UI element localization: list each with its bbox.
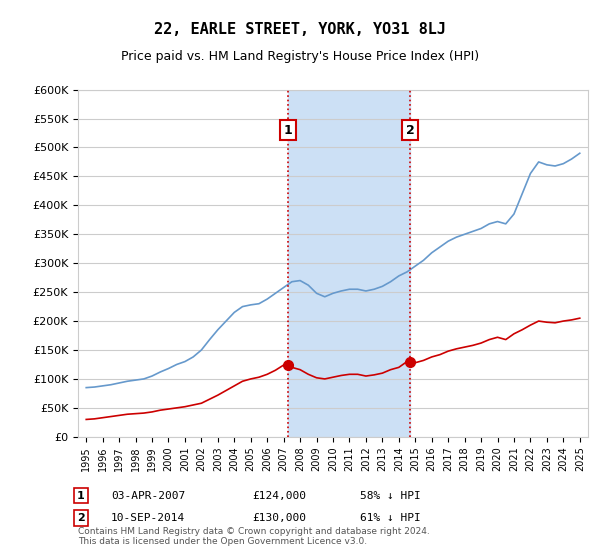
Text: 2: 2 [77, 513, 85, 523]
Text: 03-APR-2007: 03-APR-2007 [111, 491, 185, 501]
Text: 10-SEP-2014: 10-SEP-2014 [111, 513, 185, 523]
Bar [288, 90, 410, 437]
Text: 58% ↓ HPI: 58% ↓ HPI [360, 491, 421, 501]
Text: 22, EARLE STREET, YORK, YO31 8LJ: 22, EARLE STREET, YORK, YO31 8LJ [154, 22, 446, 38]
Text: 2: 2 [406, 124, 415, 137]
Text: Price paid vs. HM Land Registry's House Price Index (HPI): Price paid vs. HM Land Registry's House … [121, 50, 479, 63]
Text: 61% ↓ HPI: 61% ↓ HPI [360, 513, 421, 523]
Text: 1: 1 [283, 124, 292, 137]
Text: £130,000: £130,000 [252, 513, 306, 523]
Text: Contains HM Land Registry data © Crown copyright and database right 2024.
This d: Contains HM Land Registry data © Crown c… [78, 526, 430, 546]
Text: £124,000: £124,000 [252, 491, 306, 501]
Text: 1: 1 [77, 491, 85, 501]
